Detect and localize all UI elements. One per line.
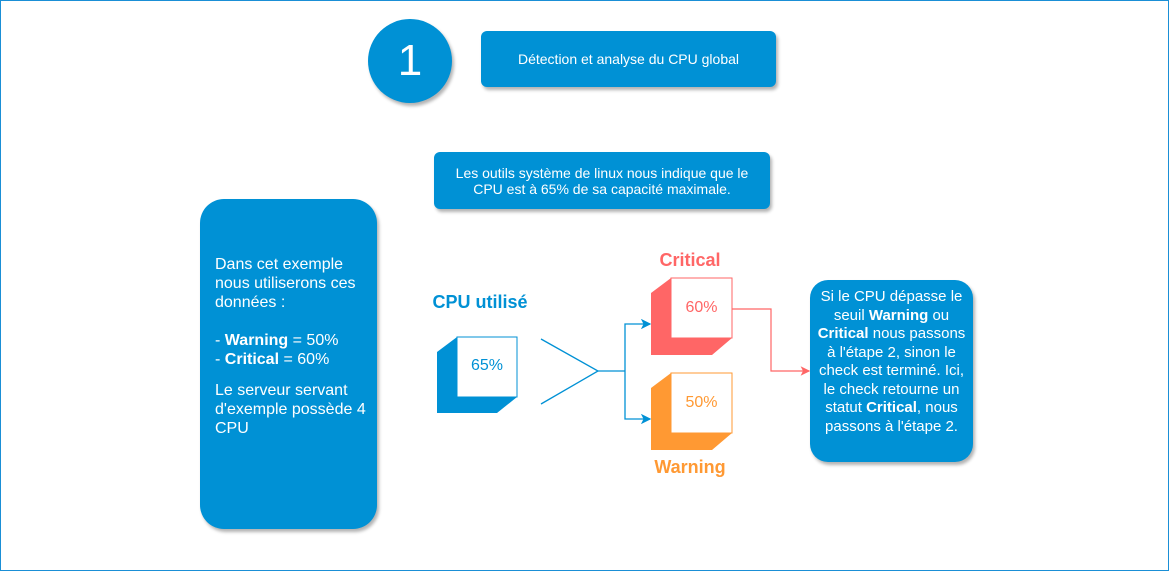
cpu-cube	[437, 336, 518, 413]
cpu-label: CPU utilisé	[432, 292, 528, 312]
example-data-box: Dans cet exemple nous utiliserons ces do…	[200, 199, 377, 529]
bold-text-segment: Critical	[866, 399, 917, 416]
text-segment: Si le CPU dépasse le seuil	[820, 288, 963, 324]
critical-value: = 60%	[279, 351, 330, 368]
bold-text-segment: Warning	[868, 306, 929, 324]
warning-title: Warning	[654, 457, 726, 477]
dash: -	[215, 332, 225, 349]
result-box: Si le CPU dépasse le seuil Warning ou Cr…	[810, 280, 973, 462]
step-title: Détection et analyse du CPU global	[481, 31, 776, 87]
warning-value: = 50%	[288, 332, 339, 349]
critical-title: Critical	[659, 250, 721, 270]
arrow-to-result	[732, 308, 811, 376]
critical-cube	[651, 277, 733, 355]
server-text: Le serveur servant d'exemple possède 4 C…	[215, 382, 366, 437]
critical-label: Critical	[224, 351, 280, 368]
dash: -	[215, 351, 225, 368]
comparison-connectors	[540, 318, 652, 425]
critical-value: 60%	[685, 299, 718, 316]
bold-text-segment: Critical	[817, 325, 869, 342]
warning-label: Warning	[224, 332, 289, 349]
warning-value: 50%	[685, 394, 718, 411]
text-segment: , nous passons à l'étape 2.	[825, 399, 958, 435]
step-number-circle: 1	[368, 19, 452, 103]
warning-cube	[651, 372, 733, 450]
intro-text: Dans cet exemple nous utiliserons ces do…	[215, 256, 356, 311]
info-box: Les outils système de linux nous indique…	[434, 152, 770, 209]
text-segment: ou	[928, 306, 950, 324]
arrow-to-warning	[624, 371, 652, 425]
text-segment: nous passons à l'étape 2, sinon le check…	[818, 325, 966, 416]
cpu-value: 65%	[470, 357, 504, 374]
thresholds: - Warning = 50% - Critical = 60%	[215, 331, 377, 369]
arrow-to-critical	[624, 318, 652, 371]
